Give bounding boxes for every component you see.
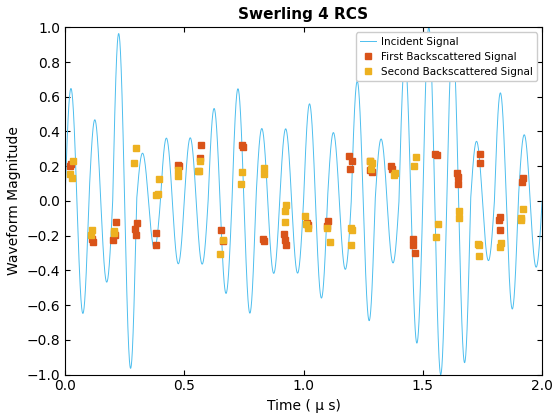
Second Backscattered Signal: [348, 226, 354, 231]
Incident Signal: [539, 198, 545, 203]
First Backscattered Signal: [366, 168, 373, 173]
Second Backscattered Signal: [476, 253, 483, 258]
Second Backscattered Signal: [367, 167, 374, 172]
Second Backscattered Signal: [517, 215, 524, 220]
Y-axis label: Waveform Magnitude: Waveform Magnitude: [7, 126, 21, 276]
Second Backscattered Signal: [367, 159, 374, 164]
Incident Signal: [62, 198, 68, 203]
Incident Signal: [437, 372, 444, 377]
First Backscattered Signal: [109, 238, 116, 243]
First Backscattered Signal: [197, 142, 204, 147]
Second Backscattered Signal: [132, 145, 139, 150]
Second Backscattered Signal: [348, 228, 355, 233]
Title: Swerling 4 RCS: Swerling 4 RCS: [239, 7, 368, 22]
Line: Second Backscattered Signal: Second Backscattered Signal: [67, 145, 526, 258]
Incident Signal: [262, 157, 269, 162]
First Backscattered Signal: [68, 161, 74, 166]
First Backscattered Signal: [240, 144, 246, 150]
First Backscattered Signal: [304, 221, 310, 226]
Incident Signal: [501, 135, 507, 140]
Second Backscattered Signal: [68, 175, 75, 180]
Second Backscattered Signal: [434, 222, 441, 227]
First Backscattered Signal: [412, 250, 419, 255]
Incident Signal: [266, 226, 273, 231]
First Backscattered Signal: [518, 180, 525, 185]
Incident Signal: [426, 25, 432, 30]
First Backscattered Signal: [367, 158, 374, 163]
Incident Signal: [524, 158, 531, 163]
Line: First Backscattered Signal: First Backscattered Signal: [67, 142, 526, 256]
Line: Incident Signal: Incident Signal: [65, 27, 542, 375]
Incident Signal: [408, 224, 415, 229]
Incident Signal: [288, 200, 295, 205]
X-axis label: Time ( μ s): Time ( μ s): [267, 399, 340, 413]
Legend: Incident Signal, First Backscattered Signal, Second Backscattered Signal: Incident Signal, First Backscattered Sig…: [356, 32, 537, 81]
Second Backscattered Signal: [196, 168, 203, 173]
First Backscattered Signal: [325, 218, 332, 223]
